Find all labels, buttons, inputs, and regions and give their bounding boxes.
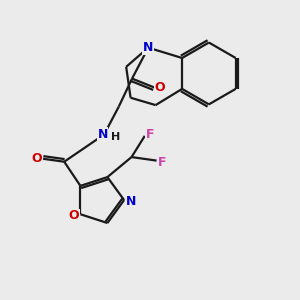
Text: N: N [125, 195, 136, 208]
Text: O: O [32, 152, 42, 165]
Text: F: F [146, 128, 154, 141]
Text: N: N [98, 128, 108, 141]
Text: H: H [111, 133, 120, 142]
Text: O: O [155, 81, 165, 94]
Text: F: F [158, 156, 166, 169]
Text: O: O [69, 209, 79, 222]
Text: N: N [143, 41, 153, 54]
